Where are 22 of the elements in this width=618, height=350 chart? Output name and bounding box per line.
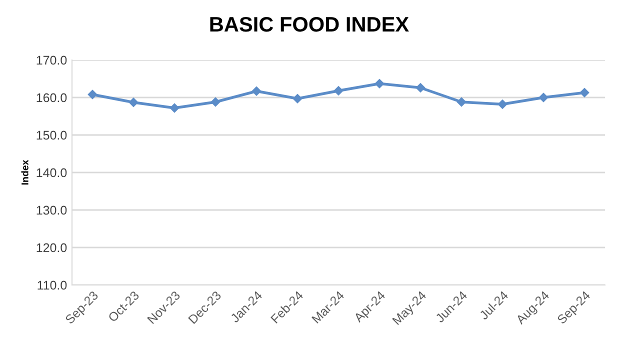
chart-title: BASIC FOOD INDEX bbox=[210, 16, 409, 32]
point bbox=[456, 97, 466, 107]
y-tick-label: 170.0 bbox=[36, 56, 67, 65]
y-tick-label: 140.0 bbox=[36, 168, 67, 178]
y-tick-label: 160.0 bbox=[36, 93, 67, 102]
point bbox=[416, 83, 426, 92]
point bbox=[128, 98, 138, 107]
y-tick-label: 130.0 bbox=[36, 206, 67, 215]
point bbox=[538, 92, 548, 102]
point bbox=[292, 94, 302, 104]
point bbox=[334, 86, 344, 96]
point bbox=[580, 88, 590, 98]
point bbox=[252, 86, 262, 96]
point bbox=[498, 100, 508, 109]
point bbox=[170, 103, 180, 113]
y-axis-title: Index bbox=[21, 160, 28, 185]
y-tick-label: 120.0 bbox=[36, 243, 67, 252]
point bbox=[88, 90, 98, 100]
y-tick-label: 150.0 bbox=[36, 130, 67, 140]
point bbox=[210, 97, 220, 107]
point bbox=[374, 79, 384, 88]
y-tick-label: 110.0 bbox=[38, 280, 67, 290]
